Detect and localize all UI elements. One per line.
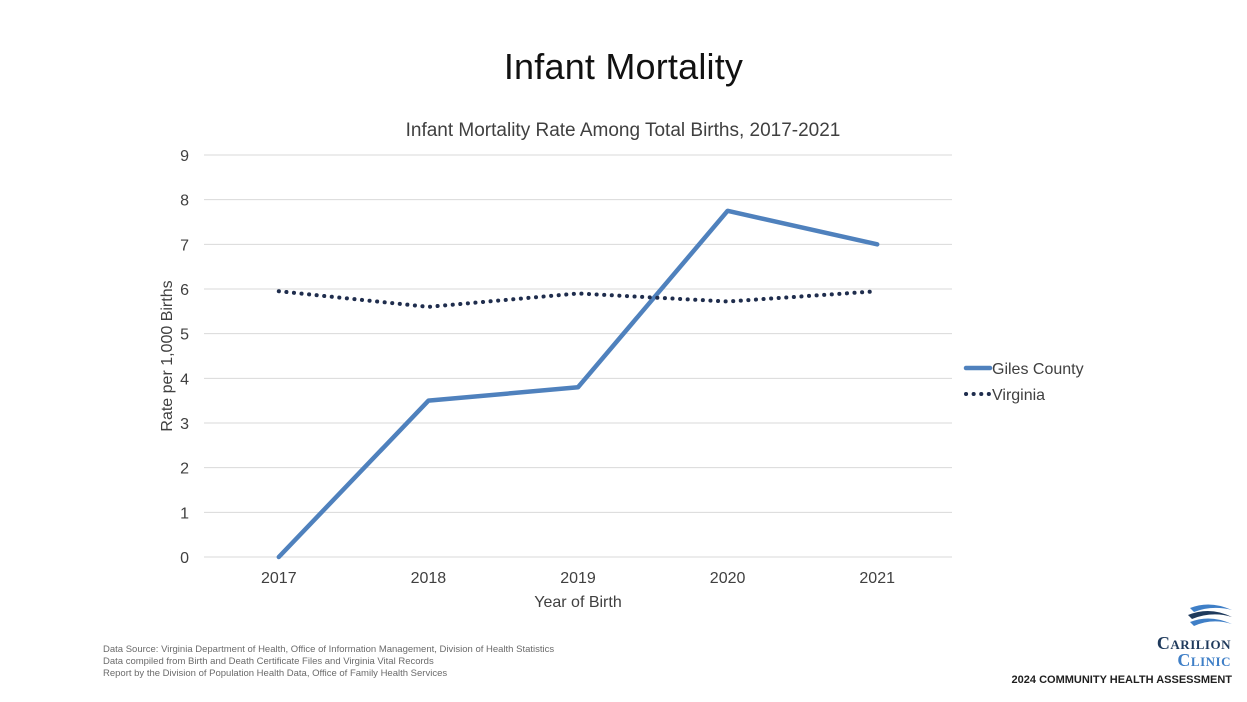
y-tick-label: 5 bbox=[180, 327, 189, 344]
gridlines bbox=[204, 154, 952, 558]
y-tick-label: 2 bbox=[180, 461, 189, 478]
y-tick-label: 9 bbox=[180, 148, 189, 165]
y-tick-label: 3 bbox=[180, 416, 189, 433]
line-chart: Infant Mortality Rate Among Total Births… bbox=[159, 120, 1084, 611]
data-source-note: Data Source: Virginia Department of Heal… bbox=[103, 644, 554, 680]
y-tick-label: 6 bbox=[180, 282, 189, 299]
x-axis-ticks: 2017 2018 2019 2020 2021 bbox=[261, 570, 895, 587]
x-tick-label: 2019 bbox=[560, 570, 596, 587]
assessment-tagline: 2024 COMMUNITY HEALTH ASSESSMENT bbox=[1011, 674, 1232, 686]
y-axis-ticks: 0 1 2 3 4 5 6 7 8 9 bbox=[180, 148, 189, 567]
legend-label: Giles County bbox=[992, 361, 1084, 378]
x-tick-label: 2021 bbox=[859, 570, 895, 587]
source-line: Data Source: Virginia Department of Heal… bbox=[103, 644, 555, 655]
logo-text-clinic: Clinic bbox=[1177, 650, 1231, 670]
series-lines bbox=[276, 208, 880, 560]
source-line: Report by the Division of Population Hea… bbox=[103, 668, 448, 679]
y-tick-label: 0 bbox=[180, 550, 189, 567]
chart-title: Infant Mortality Rate Among Total Births… bbox=[406, 120, 841, 141]
page-title: Infant Mortality bbox=[503, 46, 744, 87]
legend-label: Virginia bbox=[992, 387, 1045, 404]
series-line-giles-county bbox=[276, 208, 880, 560]
y-tick-label: 8 bbox=[180, 193, 189, 210]
legend: Giles County Virginia bbox=[963, 361, 1084, 404]
series-line-virginia bbox=[276, 289, 880, 309]
source-line: Data compiled from Birth and Death Certi… bbox=[103, 656, 434, 667]
carilion-swoosh-logo-icon bbox=[1188, 604, 1232, 626]
x-tick-label: 2020 bbox=[710, 570, 746, 587]
y-tick-label: 4 bbox=[180, 371, 189, 388]
x-axis-label: Year of Birth bbox=[534, 594, 621, 611]
x-tick-label: 2017 bbox=[261, 570, 297, 587]
logo-text-carilion: Carilion bbox=[1156, 633, 1231, 653]
y-tick-label: 7 bbox=[180, 237, 189, 254]
y-tick-label: 1 bbox=[180, 505, 189, 522]
y-axis-label: Rate per 1,000 Births bbox=[159, 280, 176, 431]
x-tick-label: 2018 bbox=[411, 570, 447, 587]
